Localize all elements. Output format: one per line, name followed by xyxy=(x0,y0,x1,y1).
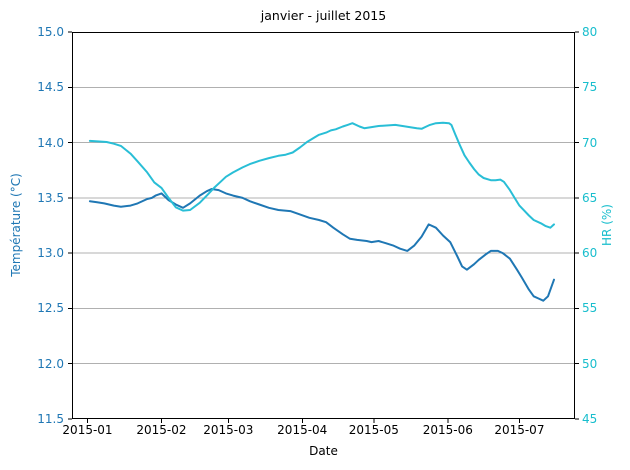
x-tick-label: 2015-04 xyxy=(277,423,328,437)
y-tick-label-right: 65 xyxy=(582,190,598,205)
y-tick-label-right: 50 xyxy=(582,356,598,371)
x-axis-label: Date xyxy=(309,444,338,458)
y-tick-label-right: 70 xyxy=(582,135,598,150)
plot-area xyxy=(68,31,579,423)
temperature-line xyxy=(88,188,555,302)
x-tick-label: 2015-01 xyxy=(62,423,113,437)
chart-title: janvier - juillet 2015 xyxy=(260,8,387,23)
x-tick-label: 2015-07 xyxy=(494,423,545,437)
y-tick-label-left: 12.0 xyxy=(37,356,64,371)
humidity-line xyxy=(88,121,555,229)
x-tick-label: 2015-05 xyxy=(348,423,399,437)
x-tick-label: 2015-02 xyxy=(136,423,187,437)
plot-frame xyxy=(72,32,575,419)
y-tick-label-right: 80 xyxy=(582,25,598,39)
y-tick-label-left: 14.5 xyxy=(37,80,64,95)
y-tick-label-left: 12.5 xyxy=(37,301,64,316)
tick-marks xyxy=(68,31,579,423)
chart-canvas xyxy=(68,31,579,423)
y-tick-label-left: 11.5 xyxy=(37,412,64,426)
y-tick-label-right: 60 xyxy=(582,246,598,261)
gridlines xyxy=(72,86,575,365)
y-tick-label-left: 13.0 xyxy=(37,246,64,261)
x-tick-label: 2015-03 xyxy=(203,423,254,437)
y-tick-label-left: 14.0 xyxy=(37,135,64,150)
y-tick-label-right: 45 xyxy=(582,412,598,426)
y-tick-label-right: 55 xyxy=(582,301,598,316)
y-tick-label-right: 75 xyxy=(582,80,598,95)
y-tick-label-left: 13.5 xyxy=(37,190,64,205)
x-tick-label: 2015-06 xyxy=(422,423,473,437)
y-tick-label-left: 15.0 xyxy=(37,25,64,39)
data-lines xyxy=(88,121,555,302)
